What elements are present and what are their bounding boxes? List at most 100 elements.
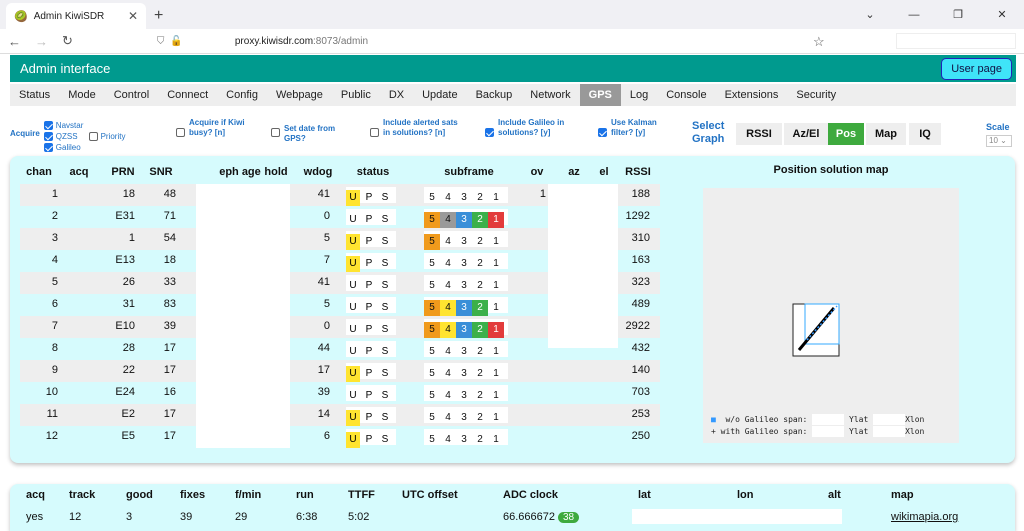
wdog-cell: 0	[323, 210, 330, 222]
menu-item-mode[interactable]: Mode	[68, 89, 96, 101]
acq-busy-checkbox[interactable]	[176, 128, 185, 137]
subframe-digit: 4	[445, 192, 451, 203]
menu-item-dx[interactable]: DX	[388, 89, 405, 101]
menu-item-extensions[interactable]: Extensions	[724, 89, 779, 101]
subframe-digit: 2	[477, 258, 483, 269]
acq-busy-group: Acquire if Kiwi busy? [n]	[176, 118, 246, 138]
status-p: P	[365, 346, 373, 357]
chan-cell: 2	[51, 210, 58, 222]
priority-checkbox[interactable]	[88, 132, 98, 141]
browser-tab[interactable]: 🥝 Admin KiwiSDR ✕	[6, 3, 146, 29]
user-page-button[interactable]: User page	[941, 58, 1012, 80]
forward-icon[interactable]: →	[35, 33, 48, 49]
status-p: P	[365, 412, 373, 423]
menu-item-status[interactable]: Status	[19, 89, 51, 101]
menu-item-backup[interactable]: Backup	[475, 89, 513, 101]
subframe-digit: 5	[424, 322, 440, 338]
graph-button-pos[interactable]: Pos	[828, 123, 864, 145]
snr-cell: 17	[163, 408, 176, 420]
alerted-checkbox[interactable]	[370, 128, 379, 137]
col-header-rssi: RSSI	[625, 166, 651, 178]
restore-icon[interactable]: ❐	[953, 9, 963, 21]
snr-cell: 83	[163, 298, 176, 310]
subframe-digit: 2	[472, 322, 488, 338]
scale-label: Scale	[986, 122, 1010, 132]
wikimapia-link[interactable]: wikimapia.org	[891, 511, 959, 523]
graph-button-map[interactable]: Map	[866, 123, 906, 145]
status-s: S	[381, 280, 389, 291]
rssi-cell: 489	[631, 298, 650, 310]
chevron-down-icon[interactable]: ⌄	[865, 9, 875, 21]
subframe-digit: 3	[461, 390, 467, 401]
rssi-cell: 2922	[625, 320, 650, 332]
graph-button-rssi[interactable]: RSSI	[736, 123, 782, 145]
reload-icon[interactable]: ↻	[62, 33, 73, 48]
minimize-icon[interactable]: —	[908, 8, 920, 21]
graph-button-azel[interactable]: Az/El	[784, 123, 828, 145]
wdog-cell: 14	[317, 408, 330, 420]
scale-select[interactable]: 10 ⌄	[986, 135, 1012, 147]
set-date-checkbox[interactable]	[271, 128, 280, 137]
bookmark-star-icon[interactable]: ☆	[813, 34, 825, 49]
col-header-wdog: wdog	[303, 166, 333, 178]
url-bar[interactable]: ⛉ 🔓 proxy.kiwisdr.com:8073/admin	[157, 35, 368, 47]
close-window-icon[interactable]: ✕	[997, 9, 1007, 21]
menu-item-console[interactable]: Console	[666, 89, 707, 101]
stat-header-ttff: TTFF	[348, 489, 375, 501]
prn-cell: E10	[115, 320, 135, 332]
subframe-digit: 5	[429, 280, 435, 291]
menu-item-control[interactable]: Control	[113, 89, 150, 101]
stat-fmin: 29	[235, 511, 248, 523]
galileo-track	[806, 305, 838, 341]
navstar-checkbox[interactable]	[43, 121, 53, 130]
galileo-solution-checkbox[interactable]	[485, 128, 494, 137]
chan-cell: 7	[51, 320, 58, 332]
menu-item-log[interactable]: Log	[629, 89, 649, 101]
kalman-checkbox[interactable]	[598, 128, 607, 137]
col-header-chan: chan	[26, 166, 52, 178]
new-tab-icon[interactable]: +	[154, 7, 164, 24]
status-u: U	[349, 214, 357, 225]
menu-item-security[interactable]: Security	[796, 89, 837, 101]
stat-ttff: 5:02	[348, 511, 370, 523]
status-p: P	[365, 236, 373, 247]
menu-item-network[interactable]: Network	[530, 89, 571, 101]
subframe-digit: 5	[429, 390, 435, 401]
adc-badge: 38	[558, 512, 580, 523]
rssi-cell: 310	[631, 232, 650, 244]
status-s: S	[381, 214, 389, 225]
snr-cell: 71	[163, 210, 176, 222]
stat-header-track: track	[69, 489, 96, 501]
gps-stats-panel: acq track good fixes f/min run TTFF UTC …	[10, 484, 1015, 531]
wo-xlon-value	[873, 414, 906, 425]
galileo-checkbox[interactable]	[43, 143, 53, 152]
position-solution-map[interactable]	[703, 188, 959, 443]
url-path: :8073/admin	[313, 35, 369, 47]
menu-item-connect[interactable]: Connect	[167, 89, 209, 101]
legend-wo-galileo: w/o Galileo span:	[725, 415, 808, 424]
legend-with-galileo: with Galileo span:	[720, 427, 808, 436]
subframe-digit: 4	[445, 346, 451, 357]
menu-item-config[interactable]: Config	[226, 89, 258, 101]
close-tab-icon[interactable]: ✕	[127, 9, 138, 23]
status-u: U	[346, 432, 360, 448]
menu-item-public[interactable]: Public	[340, 89, 371, 101]
back-icon[interactable]: ←	[8, 33, 21, 49]
prn-cell: E2	[121, 408, 135, 420]
qzss-checkbox[interactable]	[43, 132, 53, 141]
graph-button-iq[interactable]: IQ	[909, 123, 941, 145]
col-header-subframe: subframe	[444, 166, 494, 178]
prn-cell: E5	[121, 430, 135, 442]
prn-cell: 28	[122, 342, 135, 354]
menu-item-gps[interactable]: GPS	[579, 84, 621, 106]
subframe-digit: 1	[493, 280, 499, 291]
status-p: P	[365, 324, 373, 335]
menu-item-update[interactable]: Update	[422, 89, 458, 101]
subframe-digit: 3	[461, 280, 467, 291]
subframe-digit: 2	[477, 280, 483, 291]
gps-options: Acquire Navstar QZSS Priority Galileo Acq…	[10, 112, 1016, 152]
menu-item-webpage[interactable]: Webpage	[275, 89, 323, 101]
